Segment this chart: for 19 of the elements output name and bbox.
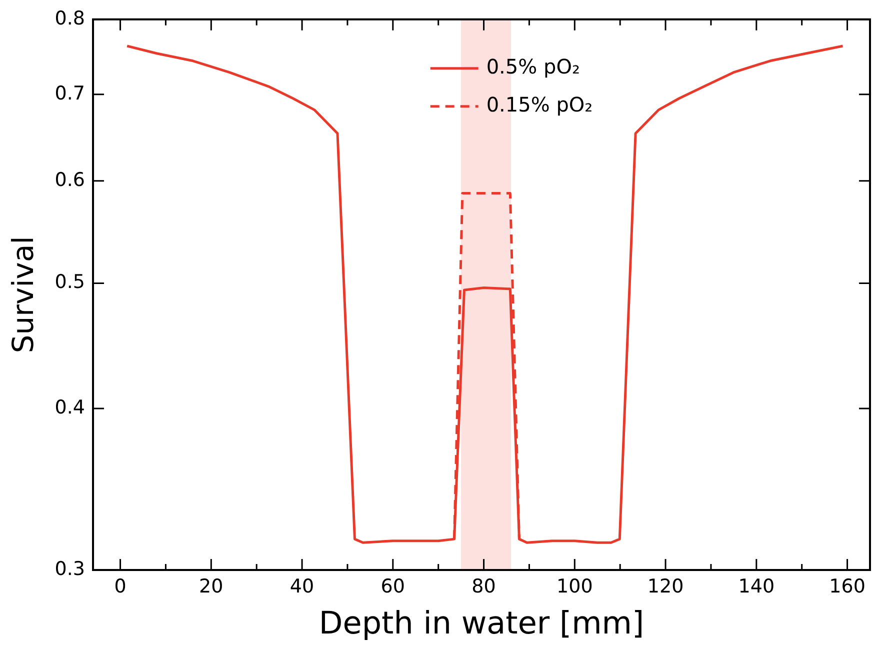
- y-tick-label: 0.3: [54, 558, 86, 580]
- x-tick-label: 20: [199, 575, 224, 598]
- x-tick-label: 140: [738, 575, 775, 598]
- x-tick-label: 80: [472, 575, 496, 598]
- x-tick-label: 40: [290, 575, 314, 598]
- x-tick-label: 60: [380, 575, 405, 598]
- y-tick-label: 0.6: [54, 168, 86, 191]
- y-tick-label: 0.8: [54, 7, 86, 30]
- y-tick-label: 0.5: [54, 271, 86, 294]
- y-tick-label: 0.4: [54, 396, 86, 418]
- legend-label: 0.15% pO₂: [486, 92, 593, 117]
- x-axis-title: Depth in water [mm]: [318, 605, 644, 642]
- legend-label: 0.5% pO₂: [486, 54, 580, 79]
- x-tick-label: 0: [114, 575, 126, 598]
- y-axis-title: Survival: [6, 236, 40, 354]
- y-tick-label: 0.7: [54, 82, 86, 104]
- x-tick-label: 100: [556, 575, 593, 598]
- x-tick-label: 160: [829, 575, 866, 598]
- x-tick-label: 120: [647, 575, 684, 598]
